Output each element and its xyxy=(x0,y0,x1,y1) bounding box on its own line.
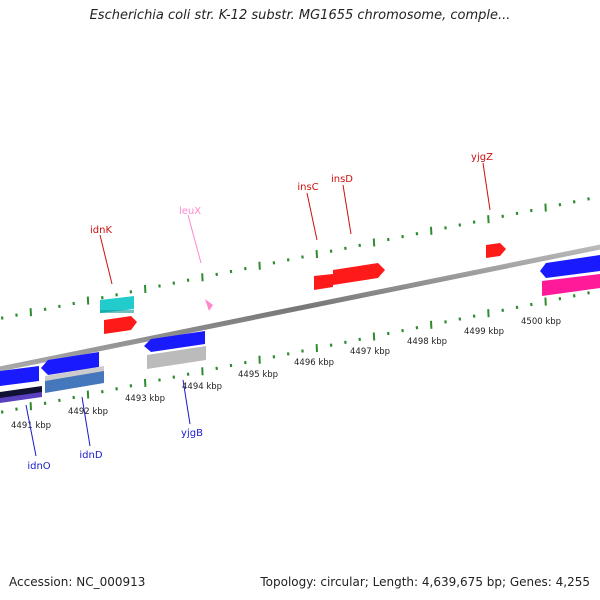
forward-scale-ticks xyxy=(0,197,590,320)
gene-label-insC[interactable]: insC xyxy=(297,182,318,193)
gene-feature-idnD-arrow[interactable] xyxy=(41,352,99,375)
leader-insD xyxy=(342,184,352,235)
reverse-scale-ticks xyxy=(0,291,590,414)
leader-idnO xyxy=(25,404,37,457)
gene-feature-purple-band[interactable] xyxy=(0,392,42,403)
scale-tick-label: 4499 kbp xyxy=(464,327,504,337)
gene-feature-steelblue[interactable] xyxy=(45,370,104,393)
gene-feature-idnK-shadow xyxy=(100,310,134,313)
gene-label-idnO[interactable]: idnO xyxy=(27,461,50,472)
leader-yjgZ xyxy=(482,162,491,211)
gene-feature-red-arrow-1[interactable] xyxy=(104,316,137,334)
genome-title: Escherichia coli str. K-12 substr. MG165… xyxy=(89,8,511,23)
gene-feature-leuX-marker[interactable] xyxy=(205,299,213,311)
gene-feature-idnK[interactable] xyxy=(100,296,134,313)
gene-feature-blue-left-1[interactable] xyxy=(0,366,39,386)
gene-label-leuX[interactable]: leuX xyxy=(179,206,201,217)
gene-features xyxy=(0,243,600,403)
leader-idnD xyxy=(81,396,91,447)
scale-tick-label: 4498 kbp xyxy=(407,337,447,347)
leader-yjgB xyxy=(182,379,191,425)
scale-tick-label: 4491 kbp xyxy=(11,421,51,431)
scale-tick-label: 4494 kbp xyxy=(182,382,222,392)
gene-label-insD[interactable]: insD xyxy=(331,174,353,185)
gene-label-yjgB[interactable]: yjgB xyxy=(181,428,203,439)
leader-idnK xyxy=(99,234,113,285)
leader-leuX xyxy=(187,214,202,264)
gene-feature-gray-left[interactable] xyxy=(45,366,104,381)
gene-label-yjgZ[interactable]: yjgZ xyxy=(471,152,493,163)
gene-feature-pink-right[interactable] xyxy=(542,274,600,296)
scale-tick-labels: 4491 kbp 4492 kbp 4493 kbp 4494 kbp 4495 kbp… xyxy=(11,317,561,431)
chromosome-backbone xyxy=(0,244,600,372)
leader-insC xyxy=(306,192,318,241)
gene-feature-yjgB-arrow[interactable] xyxy=(144,331,205,352)
scale-tick-label: 4496 kbp xyxy=(294,358,334,368)
accession-text: Accession: NC_000913 xyxy=(9,575,146,589)
scale-tick-label: 4495 kbp xyxy=(238,370,278,380)
gene-feature-insD[interactable] xyxy=(333,263,385,285)
gene-feature-blue-right[interactable] xyxy=(540,255,600,278)
gene-label-idnK[interactable]: idnK xyxy=(90,225,112,236)
gene-feature-yjgB-gray[interactable] xyxy=(147,346,206,369)
scale-tick-label: 4492 kbp xyxy=(68,407,108,417)
gene-label-idnD[interactable]: idnD xyxy=(79,450,102,461)
label-leaders xyxy=(25,162,491,457)
scale-tick-label: 4497 kbp xyxy=(350,347,390,357)
gene-feature-yjgZ[interactable] xyxy=(486,243,506,258)
scale-tick-label: 4493 kbp xyxy=(125,394,165,404)
topology-text: Topology: circular; Length: 4,639,675 bp… xyxy=(260,575,590,589)
gene-feature-insC[interactable] xyxy=(314,274,333,290)
scale-tick-label: 4500 kbp xyxy=(521,317,561,327)
